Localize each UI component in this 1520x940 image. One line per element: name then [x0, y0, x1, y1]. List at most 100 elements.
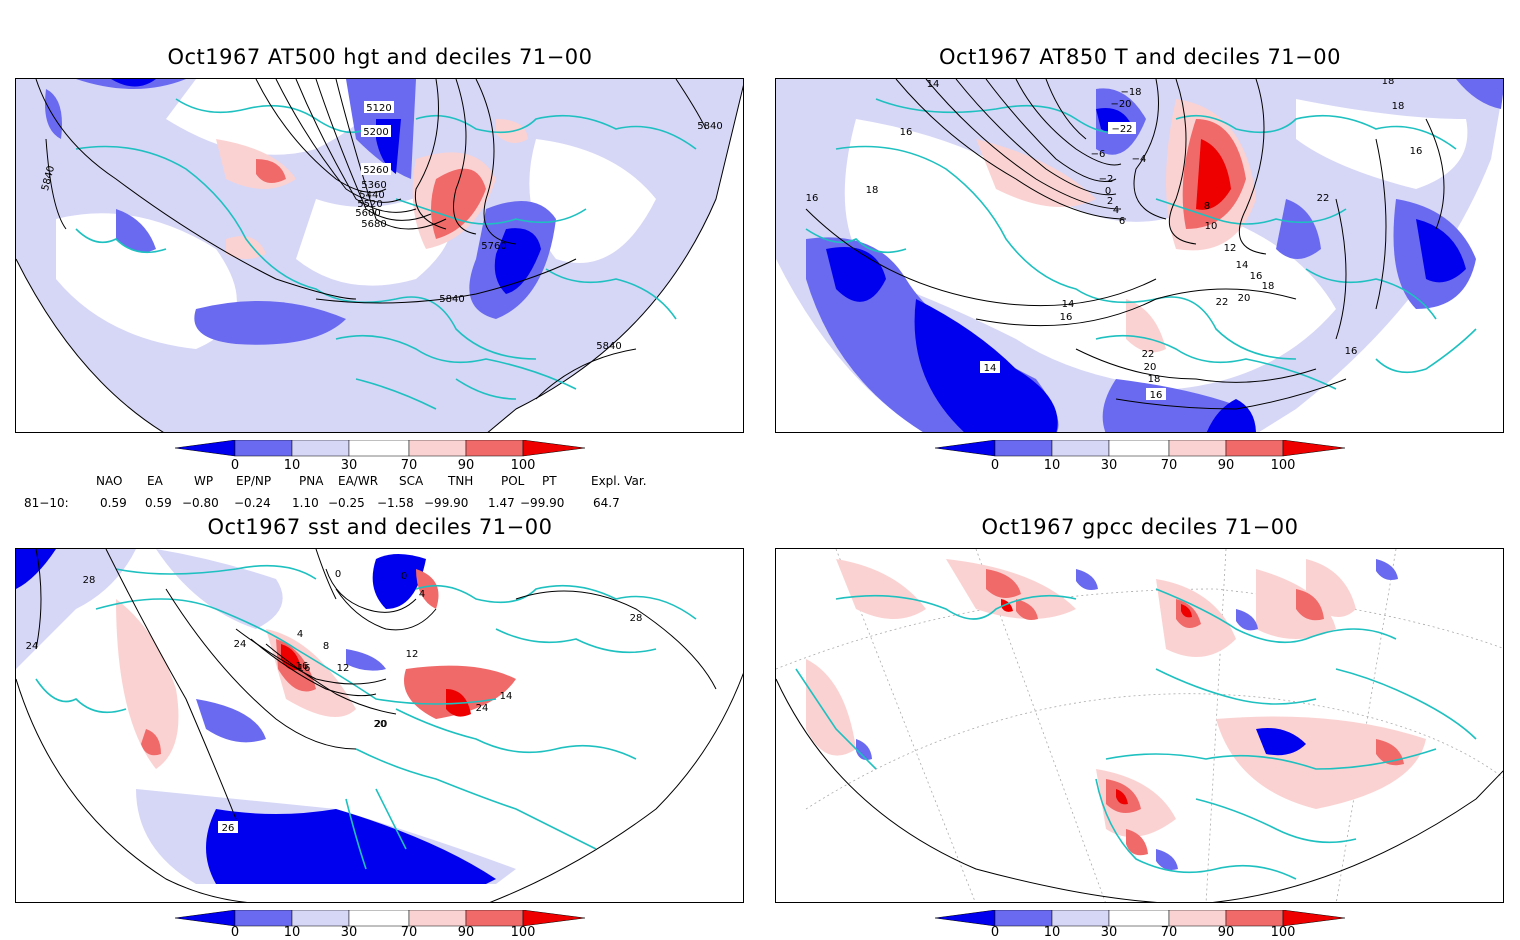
index-value: −99.90 — [424, 496, 469, 510]
index-value: −0.25 — [328, 496, 365, 510]
colorbar-tick: 100 — [510, 458, 536, 473]
colorbar-tick: 30 — [1100, 458, 1118, 473]
contour-label: 28 — [83, 575, 96, 586]
map-t850-svg: −18 −20 −22 −6 −4 −2 0 2 4 6 8 10 12 14 … — [776, 79, 1503, 432]
contour-label: 4 — [297, 629, 303, 640]
contour-label: 5840 — [697, 121, 722, 132]
colorbar-tick: 30 — [1100, 925, 1118, 940]
colorbar-tick: 100 — [1270, 925, 1296, 940]
colorbar-hgt: 0 10 30 70 90 100 — [175, 440, 585, 480]
colorbar-tick: 90 — [1217, 458, 1235, 473]
contour-label: 14 — [927, 79, 940, 90]
contour-label: 18 — [1392, 101, 1405, 112]
contour-label: 5840 — [596, 341, 621, 352]
contours-hgt — [35, 79, 707, 400]
panel-title-hgt: Oct1967 AT500 hgt and deciles 71−00 — [167, 45, 593, 69]
contour-label: 5680 — [361, 219, 386, 230]
colorbar-tick: 100 — [1270, 458, 1296, 473]
map-panel-t850: −18 −20 −22 −6 −4 −2 0 2 4 6 8 10 12 14 … — [775, 78, 1504, 433]
contour-label: 5120 — [366, 103, 391, 114]
contour-label: 18 — [866, 185, 879, 196]
contour-label: 8 — [1204, 201, 1210, 212]
panel-title-sst: Oct1967 sst and deciles 71−00 — [207, 515, 553, 539]
contour-label: 14 — [500, 691, 513, 702]
contour-label: −2 — [1099, 174, 1114, 185]
colorbar-tick: 10 — [1043, 458, 1061, 473]
contour-label: 10 — [1205, 221, 1218, 232]
contour-label: 24 — [476, 703, 489, 714]
colorbar-t850: 0 10 30 70 90 100 — [935, 440, 1345, 480]
contour-label: 5840 — [439, 294, 464, 305]
map-panel-gpcc — [775, 548, 1504, 903]
contour-label: 16 — [298, 663, 311, 674]
colorbar-gpcc: 0 10 30 70 90 100 — [935, 910, 1345, 940]
contour-label: 14 — [1062, 299, 1075, 310]
contour-label: 18 — [1148, 374, 1161, 385]
colorbar-tick: 90 — [1217, 925, 1235, 940]
colorbar-svg — [175, 440, 585, 457]
contour-label: 12 — [337, 663, 350, 674]
contour-label: 2 — [1107, 196, 1113, 207]
colorbar-tick: 90 — [457, 925, 475, 940]
colorbar-tick: 70 — [400, 458, 418, 473]
contour-label: 4 — [1113, 205, 1119, 216]
contour-label: 5760 — [481, 241, 506, 252]
contour-label: 12 — [1224, 243, 1237, 254]
contour-label: 16 — [1410, 146, 1423, 157]
contour-label: 18 — [1262, 281, 1275, 292]
map-hgt-svg: 5120 5200 5260 5360 5440 5520 5600 5680 … — [16, 79, 743, 432]
contour-label: 5600 — [355, 208, 380, 219]
contour-label: −4 — [1132, 154, 1147, 165]
colorbar-tick: 0 — [230, 925, 240, 940]
panel-title-t850: Oct1967 AT850 T and deciles 71−00 — [939, 45, 1341, 69]
map-sst-svg: 0 4 8 12 16 20 24 28 24 26 28 12 16 20 2… — [16, 549, 743, 902]
contour-label: 5200 — [363, 127, 388, 138]
contour-label: 16 — [806, 193, 819, 204]
index-header: EA — [147, 474, 163, 488]
index-header: WP — [194, 474, 214, 488]
colorbar-tick: 10 — [283, 458, 301, 473]
contour-label: 5520 — [357, 199, 382, 210]
colorbar-tick: 0 — [230, 458, 240, 473]
contour-label: 5440 — [359, 190, 384, 201]
contour-label: 20 — [1144, 362, 1157, 373]
index-header: POL — [501, 474, 525, 488]
panel-title-gpcc: Oct1967 gpcc deciles 71−00 — [981, 515, 1299, 539]
index-header: NAO — [96, 474, 123, 488]
colorbar-tick: 90 — [457, 458, 475, 473]
contour-label: 20 — [1238, 293, 1251, 304]
index-value: −0.80 — [182, 496, 219, 510]
map-panel-sst: 0 4 8 12 16 20 24 28 24 26 28 12 16 20 2… — [15, 548, 744, 903]
contour-label: 5360 — [361, 180, 386, 191]
contour-label: 16 — [1250, 271, 1263, 282]
index-header: PNA — [299, 474, 324, 488]
contour-label: 8 — [323, 641, 329, 652]
contour-label: 24 — [234, 639, 247, 650]
index-value: −0.24 — [234, 496, 271, 510]
index-row-label: 81−10: — [24, 496, 69, 510]
index-header: EA/WR — [338, 474, 379, 488]
contour-label: −22 — [1111, 124, 1132, 135]
index-value: 1.47 — [488, 496, 515, 510]
index-header: PT — [542, 474, 557, 488]
map-gpcc-svg — [776, 549, 1503, 902]
index-header: Expl. Var. — [591, 474, 647, 488]
colorbar-tick: 10 — [1043, 925, 1061, 940]
colorbar-tick: 30 — [340, 458, 358, 473]
contour-label: 16 — [296, 661, 309, 672]
coastlines-hgt — [75, 98, 697, 410]
contour-label: 22 — [1142, 349, 1155, 360]
contour-label: 6 — [1119, 216, 1125, 227]
contour-label: 18 — [1382, 79, 1395, 87]
contour-label: 14 — [1236, 260, 1249, 271]
contour-label: 0 — [335, 569, 341, 580]
index-value: 1.10 — [292, 496, 319, 510]
contour-label: 14 — [984, 363, 997, 374]
contour-label: 20 — [374, 719, 387, 730]
contour-label: 22 — [1317, 193, 1330, 204]
index-header: SCA — [399, 474, 424, 488]
contour-label: 0 — [401, 571, 407, 582]
colorbar-tick: 30 — [340, 925, 358, 940]
contour-label: 28 — [630, 613, 643, 624]
index-value: 64.7 — [593, 496, 620, 510]
